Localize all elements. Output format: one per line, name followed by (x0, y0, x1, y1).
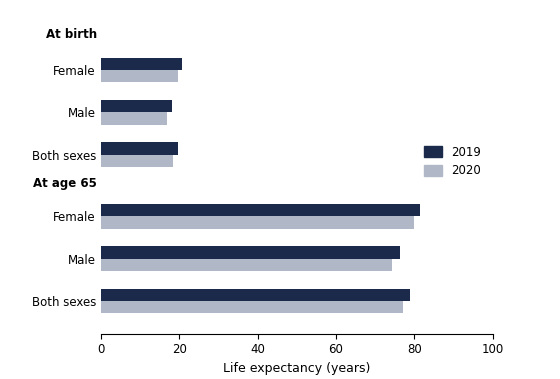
Legend: 2019, 2020: 2019, 2020 (418, 140, 487, 183)
Bar (101, 142, 178, 155)
Bar (101, 112, 167, 125)
Bar (101, 216, 414, 229)
Bar (101, 246, 400, 259)
Bar (101, 301, 403, 313)
Text: At age 65: At age 65 (33, 177, 97, 190)
Bar (101, 70, 179, 82)
Bar (101, 58, 183, 70)
Text: At birth: At birth (46, 28, 97, 41)
Bar (101, 204, 420, 216)
Bar (101, 100, 172, 112)
X-axis label: Life expectancy (years): Life expectancy (years) (223, 362, 371, 375)
Bar (101, 155, 174, 167)
Bar (101, 289, 410, 301)
Bar (101, 259, 391, 271)
